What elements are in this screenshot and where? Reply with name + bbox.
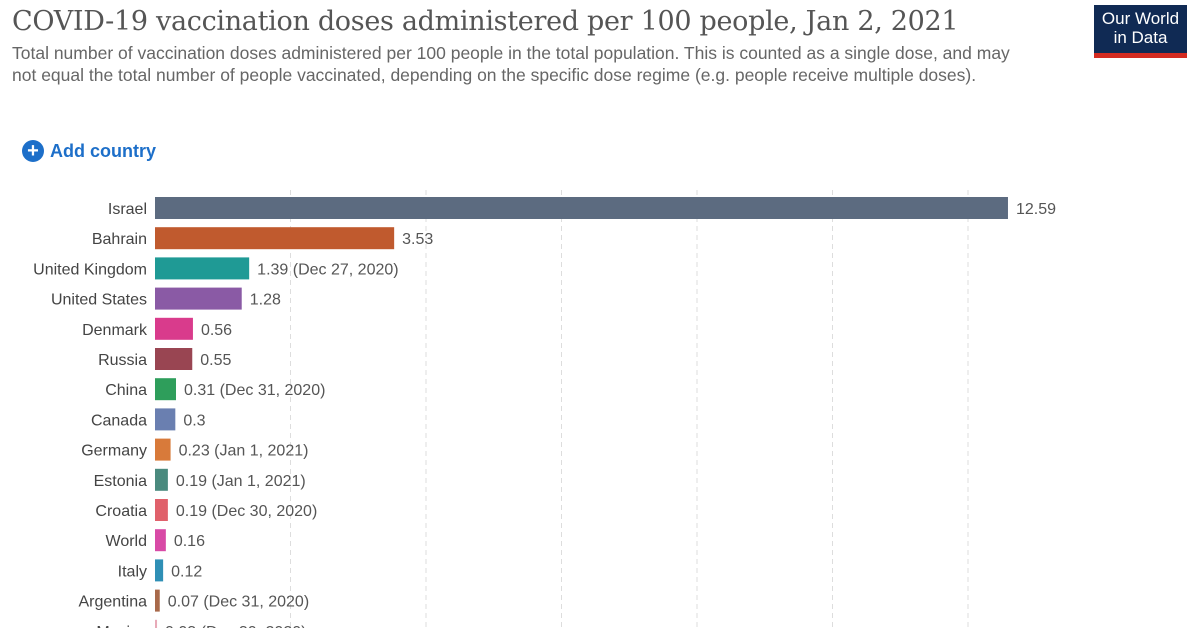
category-label: Germany <box>81 443 147 460</box>
add-country-label: Add country <box>50 140 156 161</box>
value-label: 0.19 (Jan 1, 2021) <box>176 473 306 490</box>
value-label: 0.19 (Dec 30, 2020) <box>176 503 317 520</box>
value-label: 0.23 (Jan 1, 2021) <box>179 443 309 460</box>
category-label: Denmark <box>82 322 148 339</box>
bar <box>155 438 171 461</box>
value-label: 0.12 <box>171 563 202 580</box>
category-label: Croatia <box>95 503 147 520</box>
value-label: 1.39 (Dec 27, 2020) <box>257 261 398 278</box>
category-label: Mexico <box>96 624 147 628</box>
category-label: World <box>106 533 148 550</box>
owid-logo[interactable]: Our World in Data <box>1094 5 1187 58</box>
value-label: 0.3 <box>183 412 205 429</box>
bar <box>155 197 1008 219</box>
value-label: 1.28 <box>250 292 281 309</box>
bar <box>155 227 395 250</box>
category-label: United States <box>51 292 147 309</box>
category-label: Israel <box>108 201 147 218</box>
value-label: 0.31 (Dec 31, 2020) <box>184 382 325 399</box>
chart-subtitle: Total number of vaccination doses admini… <box>12 43 1010 85</box>
bar <box>155 468 168 491</box>
value-label: 0.07 (Dec 31, 2020) <box>168 594 309 611</box>
bar <box>155 499 168 521</box>
value-label: 0.16 <box>174 533 205 550</box>
value-label: 0.03 (Dec 30, 2020) <box>165 624 306 628</box>
value-label: 3.53 <box>402 231 433 248</box>
category-label: Argentina <box>79 594 148 611</box>
bar <box>155 529 166 552</box>
value-label: 12.59 <box>1016 201 1056 218</box>
bar <box>155 589 160 612</box>
value-label: 0.55 <box>200 352 231 369</box>
bar <box>155 287 242 310</box>
category-label: China <box>105 382 147 399</box>
add-country-button[interactable]: + Add country <box>22 140 156 162</box>
category-label: Italy <box>118 563 147 580</box>
chart-title: COVID-19 vaccination doses administered … <box>12 6 959 37</box>
category-label: Bahrain <box>92 231 147 248</box>
category-label: Russia <box>98 352 147 369</box>
bar <box>155 619 158 628</box>
plus-circle-icon: + <box>22 140 44 162</box>
bar <box>155 378 177 401</box>
bar <box>155 257 250 280</box>
value-label: 0.56 <box>201 322 232 339</box>
category-label: United Kingdom <box>33 261 147 278</box>
category-label: Estonia <box>94 473 147 490</box>
bar <box>155 559 164 582</box>
bar <box>155 408 176 431</box>
bar <box>155 317 193 340</box>
bar <box>155 348 193 370</box>
category-label: Canada <box>91 412 147 429</box>
